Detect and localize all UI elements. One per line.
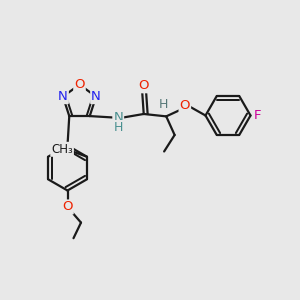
- Text: N: N: [58, 90, 68, 103]
- Text: O: O: [74, 78, 85, 91]
- Text: F: F: [254, 109, 262, 122]
- Text: N: N: [91, 90, 101, 103]
- Text: H: H: [114, 121, 124, 134]
- Text: O: O: [139, 79, 149, 92]
- Text: O: O: [62, 200, 73, 214]
- Text: CH₃: CH₃: [51, 143, 73, 156]
- Text: N: N: [113, 111, 123, 124]
- Text: H: H: [158, 98, 168, 112]
- Text: O: O: [180, 99, 190, 112]
